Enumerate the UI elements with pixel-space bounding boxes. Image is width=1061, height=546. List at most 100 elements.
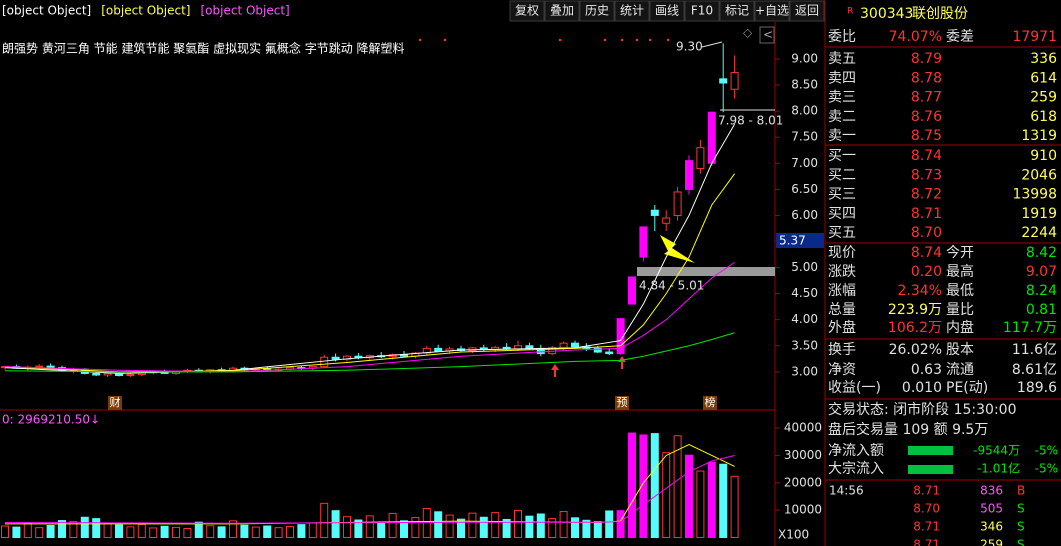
field-label: 最低 (946, 283, 974, 299)
signal-dot (418, 38, 422, 42)
legend-item: [object Object] (101, 4, 190, 18)
icon[interactable]: ◇ (743, 26, 753, 40)
flow-value: -9544万 (973, 444, 1020, 458)
candle-body (628, 276, 636, 305)
volume-bar (297, 524, 306, 538)
volume-bar (673, 435, 682, 538)
toolbar-button[interactable] (754, 0, 790, 22)
volume-bar (605, 510, 614, 538)
book-label: 卖五 (828, 51, 856, 67)
flow-pct: -5% (1035, 444, 1058, 458)
flow-value: -1.01亿 (977, 461, 1020, 476)
book-volume: 910 (1030, 148, 1057, 164)
field-label: 内盘 (946, 319, 974, 336)
field-label: 净资 (828, 362, 856, 378)
candle-body (650, 209, 659, 216)
trade-volume: 505 (980, 502, 1003, 516)
field-label: 流通 (946, 362, 974, 378)
book-label: 买五 (828, 225, 856, 241)
event-marker[interactable] (703, 396, 717, 410)
toolbar-button[interactable] (509, 0, 545, 22)
volume-bar (23, 523, 32, 538)
field-value: 26.02% (889, 342, 942, 358)
volume-bar (343, 516, 351, 538)
volume-bar (229, 520, 237, 538)
toolbar-button[interactable] (544, 0, 580, 22)
volume-bar (126, 526, 135, 538)
book-label: 卖四 (828, 70, 856, 86)
field-label: 委比 (828, 29, 856, 45)
candle-body (126, 373, 135, 376)
trade-price: 8.71 (913, 520, 940, 534)
book-price: 8.78 (911, 70, 942, 86)
volume-bar (206, 525, 215, 538)
candle-body (605, 351, 614, 355)
icon: < (763, 28, 773, 42)
badge: R (847, 7, 853, 17)
book-label: 买二 (828, 167, 856, 183)
toolbar-button[interactable] (719, 0, 755, 22)
signal-dot (635, 38, 639, 42)
volume-bar (593, 521, 602, 538)
signal-dot (648, 38, 652, 42)
toolbar-button[interactable] (614, 0, 650, 22)
ma-line (4, 173, 736, 373)
annotation: 9.30 (676, 40, 703, 54)
volume-bar (263, 525, 272, 538)
annotation: 4.84 - 5.01 (639, 279, 704, 293)
candle-body (571, 342, 579, 348)
volume-bar (696, 470, 705, 538)
book-price: 8.79 (911, 51, 942, 67)
status: 盘后交易量 109 额 9.5万 (828, 421, 988, 438)
toolbar-label: F10 (691, 4, 713, 18)
candle-body (696, 147, 705, 170)
volume-bar (183, 527, 192, 538)
volume-bar (628, 432, 636, 538)
volume-bar (616, 510, 625, 538)
field-value: 0.63 (911, 362, 942, 378)
field-value: 8.74 (911, 245, 942, 261)
event-marker[interactable] (615, 396, 629, 410)
trade-side: S (1017, 520, 1025, 534)
book-volume: 618 (1030, 109, 1057, 125)
field-label: 今开 (946, 245, 974, 261)
volume-bar (137, 523, 146, 538)
volume-bar (730, 475, 739, 538)
signal-dot (443, 38, 447, 42)
volume-bar (320, 502, 329, 538)
field-label: 涨跌 (828, 264, 856, 280)
volume-bar (331, 510, 340, 538)
volume-bar (149, 527, 158, 538)
toolbar-label: 画线 (655, 4, 679, 18)
flow-bar (908, 446, 953, 455)
trade-price: 8.71 (913, 484, 940, 498)
stock-code: 300343 (860, 6, 913, 22)
collapse-button[interactable] (759, 26, 775, 44)
volume-bar (388, 512, 397, 538)
y-tick-label: 7.00 (791, 156, 818, 170)
field-value: 0.010 (902, 380, 942, 396)
y-tick-label: 8.50 (791, 78, 818, 92)
unit-label: X100 (778, 528, 809, 542)
volume-bar (240, 524, 249, 538)
toolbar-button[interactable] (684, 0, 720, 22)
field-value: 2.34% (898, 283, 942, 299)
volume-bar (685, 454, 693, 538)
field-value: 0.81 (1026, 302, 1057, 318)
volume-bar (274, 527, 283, 538)
book-price: 8.75 (911, 128, 942, 144)
volume-bar (12, 526, 21, 538)
event-marker[interactable] (108, 396, 122, 410)
toolbar-label: 叠加 (550, 4, 574, 18)
field-value: 74.07% (889, 29, 942, 45)
toolbar-button[interactable] (789, 0, 825, 22)
toolbar-button[interactable] (649, 0, 685, 22)
volume-bar (536, 513, 545, 538)
book-volume: 259 (1030, 90, 1057, 106)
trade-price: 8.70 (913, 502, 940, 516)
volume-bar (559, 511, 568, 538)
event-label: 财 (110, 395, 121, 409)
toolbar-button[interactable] (579, 0, 615, 22)
field-value: 106.2万 (888, 320, 942, 336)
y-tick-label: 4.50 (791, 286, 818, 300)
